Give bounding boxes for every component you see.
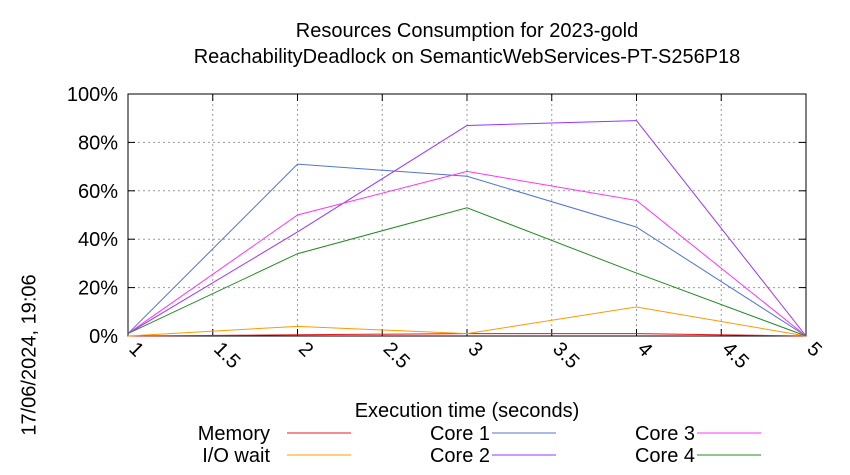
series-line-core-2 [127,120,807,337]
series-line-i-o-wait [127,306,807,337]
plot-border [127,93,807,337]
legend-label: Core 2 [430,445,490,467]
x-tick-label: 1.5 [209,338,244,373]
series-line-core-3 [127,170,807,337]
chart-subtitle: ReachabilityDeadlock on SemanticWebServi… [193,46,741,68]
y-tick-label: 40% [78,229,118,251]
y-tick-label: 0% [89,326,118,348]
x-tick-label: 4.5 [718,338,753,373]
grid [128,94,806,336]
y-tick-label: 100% [67,84,118,106]
series-line-core-4 [127,207,807,337]
x-tick-label: 5 [802,338,825,361]
y-tick-label: 60% [78,181,118,203]
legend-label: Core 4 [635,445,695,467]
series-lines [127,120,807,337]
axes: 0% 20% 40% 60% 80% 100% 1 1.5 2 2.5 3 3.5 4 4.5 5 [67,84,826,373]
x-tick-label: 3 [463,338,486,361]
y-tick-label: 80% [78,132,118,154]
legend-label: Core 3 [635,423,695,445]
y-tick-label: 20% [78,278,118,300]
timestamp-label: 17/06/2024, 19:06 [18,274,41,436]
x-tick-label: 1 [124,338,147,361]
legend-label: Core 1 [430,423,490,445]
x-tick-label: 3.5 [548,338,583,373]
legend-label: I/O wait [202,445,270,467]
x-tick-label: 4 [633,338,656,361]
x-axis-label: Execution time (seconds) [354,400,580,422]
legend-label: Memory [198,423,270,445]
series-line-core-1 [127,163,807,337]
x-tick-label: 2.5 [379,338,414,373]
chart-title: Resources Consumption for 2023-gold [295,20,639,42]
x-tick-label: 2 [294,338,317,361]
